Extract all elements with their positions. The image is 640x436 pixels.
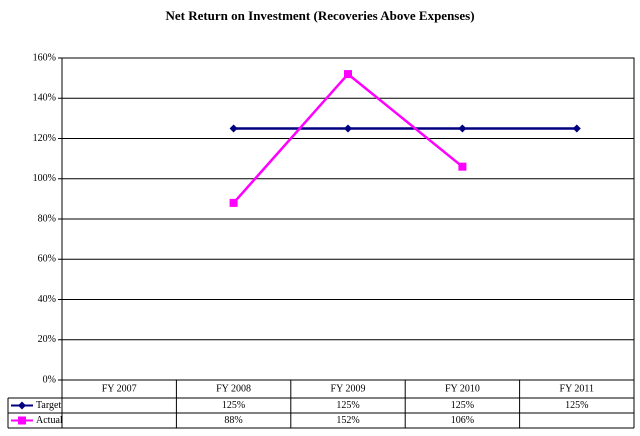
table-value: 125% <box>336 400 359 411</box>
y-tick-label: 100% <box>33 173 56 184</box>
data-point <box>572 124 581 133</box>
x-tick-label: FY 2010 <box>445 383 480 394</box>
legend-marker <box>18 416 26 425</box>
data-point <box>229 124 238 133</box>
data-point <box>344 70 352 79</box>
x-tick-label: FY 2008 <box>216 383 251 394</box>
legend-marker <box>18 401 26 410</box>
plot-border <box>61 57 635 381</box>
table-value: 125% <box>222 400 245 411</box>
y-tick-label: 140% <box>33 93 56 104</box>
table-value: 106% <box>451 415 474 426</box>
data-point <box>458 124 467 133</box>
y-tick-label: 40% <box>38 294 56 305</box>
data-point <box>458 162 467 171</box>
y-tick-label: 0% <box>43 374 56 385</box>
x-tick-label: FY 2009 <box>331 383 366 394</box>
legend-label: Target <box>36 400 61 411</box>
y-tick-label: 20% <box>38 334 56 345</box>
table-value: 125% <box>451 400 474 411</box>
data-point <box>229 198 238 207</box>
y-tick-label: 120% <box>33 133 56 144</box>
y-tick-label: 80% <box>38 213 56 224</box>
x-tick-label: FY 2007 <box>102 383 137 394</box>
data-point <box>344 124 352 133</box>
table-value: 152% <box>336 415 359 426</box>
y-tick-label: 160% <box>33 52 56 63</box>
table-value: 125% <box>565 400 588 411</box>
x-tick-label: FY 2011 <box>560 383 595 394</box>
y-tick-label: 60% <box>38 254 56 265</box>
legend-label: Actual <box>36 415 63 426</box>
chart-title: Net Return on Investment (Recoveries Abo… <box>165 8 474 23</box>
table-value: 88% <box>224 415 242 426</box>
